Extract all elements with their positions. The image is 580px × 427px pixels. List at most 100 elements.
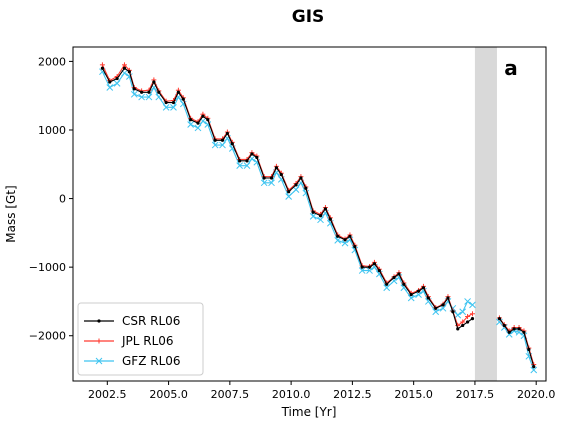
data-point	[446, 296, 450, 300]
data-point	[385, 282, 389, 286]
data-point	[220, 138, 225, 142]
data-point	[138, 93, 145, 101]
series-line	[101, 71, 473, 316]
data-point	[434, 306, 438, 310]
data-point	[497, 316, 502, 321]
data-point	[100, 66, 105, 70]
data-point	[140, 90, 144, 94]
data-point	[269, 176, 274, 180]
data-point	[317, 216, 324, 224]
data-point	[243, 162, 251, 170]
data-point	[461, 323, 465, 328]
legend-label: CSR RL06	[122, 314, 180, 328]
data-point	[532, 364, 536, 369]
data-point	[456, 327, 460, 331]
data-point	[505, 331, 513, 338]
panel-label: a	[504, 56, 518, 80]
data-point	[426, 296, 430, 300]
x-tick-label: 2015.0	[394, 388, 433, 401]
data-point	[383, 284, 391, 292]
data-point	[127, 70, 131, 74]
data-point	[328, 217, 332, 221]
y-tick-label: 0	[59, 193, 66, 206]
data-point	[225, 131, 229, 136]
data-point	[360, 265, 364, 269]
data-point	[279, 172, 283, 177]
data-point	[132, 87, 136, 91]
data-point	[299, 176, 303, 180]
data-point	[343, 238, 347, 242]
data-point	[285, 193, 293, 200]
data-point	[121, 62, 127, 68]
data-point	[194, 124, 202, 132]
data-point	[407, 294, 415, 302]
data-point	[181, 97, 185, 101]
data-point	[99, 62, 105, 68]
data-point	[409, 292, 413, 297]
data-point	[454, 311, 462, 319]
data-point	[97, 319, 101, 323]
data-point	[451, 310, 455, 314]
data-point	[470, 316, 475, 321]
data-point	[219, 141, 226, 149]
y-tick-label: 2000	[38, 55, 66, 68]
y-tick-label: 1000	[38, 124, 66, 137]
x-tick-label: 2017.5	[456, 388, 495, 401]
data-point	[353, 244, 357, 249]
y-axis-label: Mass [Gt]	[4, 185, 18, 242]
data-point	[517, 327, 521, 331]
data-point	[211, 141, 219, 149]
data-point	[372, 262, 377, 266]
data-point	[469, 311, 475, 317]
data-point	[130, 90, 138, 98]
x-axis-label: Time [Yr]	[281, 405, 337, 419]
x-tick-label: 2010.0	[272, 388, 311, 401]
data-point	[465, 320, 470, 324]
x-axis: 2002.5 2005.0 2007.5 2010.0 2012.5 2015.0 2017…	[88, 381, 555, 401]
data-point	[522, 330, 526, 334]
data-point	[164, 100, 168, 105]
data-point	[397, 272, 401, 276]
data-point	[323, 207, 328, 211]
data-point	[96, 338, 102, 344]
data-point	[113, 79, 121, 87]
data-point	[287, 190, 291, 194]
legend-label: JPL RL06	[121, 334, 174, 348]
data-point	[507, 330, 511, 334]
legend: CSR RL06 JPL RL06 GFZ RL06	[77, 302, 204, 376]
data-point	[432, 308, 440, 316]
data-point	[147, 90, 151, 94]
x-tick-label: 2002.5	[88, 388, 127, 401]
data-point	[162, 103, 170, 111]
data-point	[402, 282, 406, 286]
data-point	[268, 179, 275, 187]
data-point	[187, 121, 194, 128]
data-point	[465, 314, 471, 320]
legend-item: JPL RL06	[84, 334, 174, 348]
plot-area	[72, 46, 547, 382]
data-point	[171, 100, 176, 105]
data-point	[245, 159, 249, 163]
data-point	[500, 324, 508, 331]
legend-item: GFZ RL06	[84, 354, 181, 368]
data-point	[304, 186, 308, 190]
data-point	[527, 347, 531, 352]
data-point	[530, 366, 538, 374]
data-point	[294, 183, 298, 187]
data-point	[122, 66, 127, 70]
y-tick-label: −2000	[29, 330, 66, 343]
data-point	[366, 267, 373, 274]
data-point	[206, 118, 210, 122]
data-point	[367, 265, 372, 269]
data-point	[230, 142, 234, 146]
data-point	[201, 114, 205, 118]
data-point	[157, 90, 161, 94]
data-point	[341, 239, 349, 247]
data-point	[392, 275, 396, 280]
data-point	[502, 323, 506, 328]
data-point	[469, 301, 476, 309]
data-point	[145, 93, 153, 101]
data-point	[152, 80, 156, 84]
data-point	[311, 210, 315, 214]
